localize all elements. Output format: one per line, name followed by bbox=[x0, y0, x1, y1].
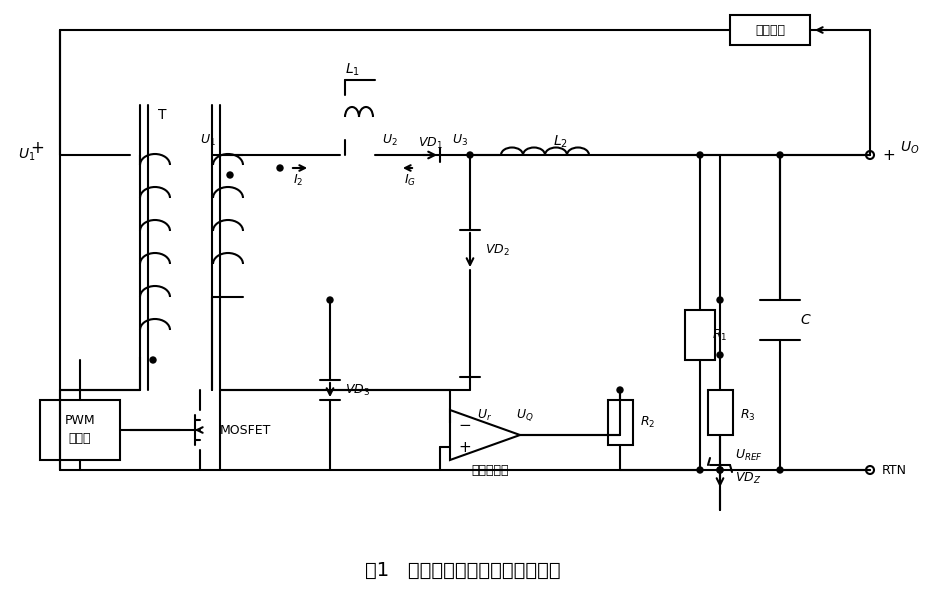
Text: MOSFET: MOSFET bbox=[220, 424, 271, 436]
Text: $U_1$: $U_1$ bbox=[200, 132, 216, 148]
Text: RTN: RTN bbox=[882, 464, 907, 476]
Text: 误差放大器: 误差放大器 bbox=[471, 464, 508, 476]
Text: $VD_3$: $VD_3$ bbox=[345, 382, 370, 398]
Text: $U_r$: $U_r$ bbox=[478, 407, 493, 422]
Text: +: + bbox=[30, 139, 44, 157]
Text: $-$: $-$ bbox=[458, 416, 471, 430]
Text: $R_2$: $R_2$ bbox=[640, 415, 656, 430]
Text: T: T bbox=[158, 108, 167, 122]
Circle shape bbox=[277, 165, 283, 171]
Text: 图1   磁放大器稳压电路的基本原理: 图1 磁放大器稳压电路的基本原理 bbox=[365, 560, 561, 580]
Text: $U_3$: $U_3$ bbox=[452, 132, 468, 148]
Circle shape bbox=[717, 352, 723, 358]
Text: $R_3$: $R_3$ bbox=[740, 407, 756, 422]
Text: $L_1$: $L_1$ bbox=[344, 62, 359, 78]
Circle shape bbox=[150, 357, 156, 363]
Circle shape bbox=[697, 152, 703, 158]
Circle shape bbox=[227, 172, 233, 178]
Bar bbox=[685, 310, 715, 360]
Text: $U_2$: $U_2$ bbox=[382, 132, 398, 148]
Text: $I_2$: $I_2$ bbox=[293, 172, 303, 188]
Circle shape bbox=[467, 152, 473, 158]
Circle shape bbox=[777, 152, 783, 158]
Text: $U_1$: $U_1$ bbox=[18, 147, 35, 163]
Circle shape bbox=[717, 297, 723, 303]
Text: $I_G$: $I_G$ bbox=[404, 172, 416, 188]
Text: PWM: PWM bbox=[65, 413, 95, 427]
Text: $U_Q$: $U_Q$ bbox=[516, 407, 534, 423]
Bar bbox=[608, 400, 633, 445]
Text: 反馈电路: 反馈电路 bbox=[755, 24, 785, 36]
Text: $R_1$: $R_1$ bbox=[712, 327, 728, 342]
Text: $U_O$: $U_O$ bbox=[900, 140, 920, 156]
Circle shape bbox=[717, 467, 723, 473]
Text: $U_{REF}$: $U_{REF}$ bbox=[735, 447, 763, 463]
Text: 调制器: 调制器 bbox=[69, 432, 92, 444]
Circle shape bbox=[866, 151, 874, 159]
Bar bbox=[730, 15, 810, 45]
Circle shape bbox=[777, 467, 783, 473]
Circle shape bbox=[867, 152, 873, 158]
Text: $VD_2$: $VD_2$ bbox=[485, 242, 510, 257]
Circle shape bbox=[866, 466, 874, 474]
Text: $VD_1$: $VD_1$ bbox=[418, 135, 443, 151]
Circle shape bbox=[327, 297, 333, 303]
Text: $VD_Z$: $VD_Z$ bbox=[735, 470, 761, 486]
Circle shape bbox=[697, 467, 703, 473]
Text: +: + bbox=[882, 148, 895, 163]
Circle shape bbox=[717, 467, 723, 473]
Text: $L_2$: $L_2$ bbox=[553, 134, 568, 150]
Text: $C$: $C$ bbox=[800, 313, 812, 327]
Text: $+$: $+$ bbox=[458, 439, 471, 455]
Bar bbox=[708, 390, 733, 435]
Bar bbox=[40, 400, 120, 460]
Circle shape bbox=[617, 387, 623, 393]
